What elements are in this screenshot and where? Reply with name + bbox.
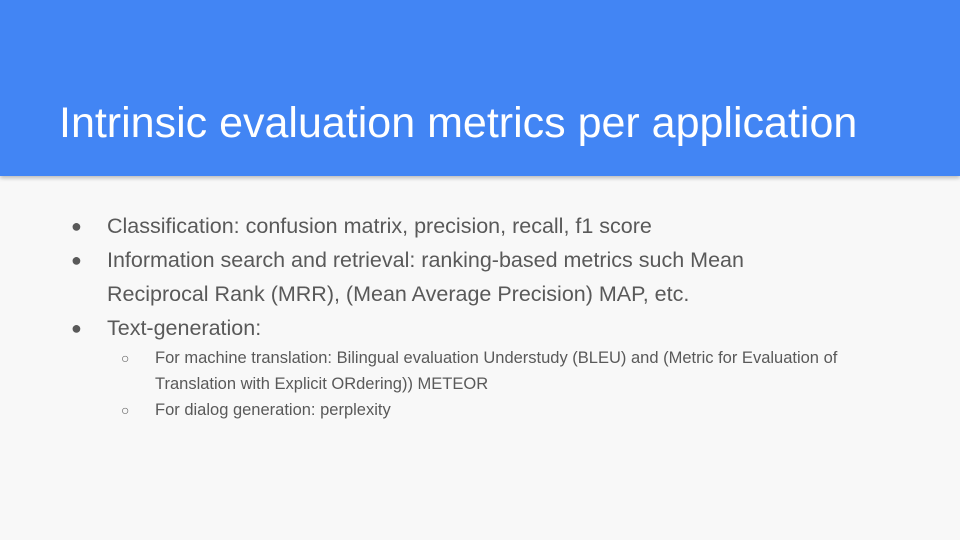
- bullet-circle-icon: ○: [121, 350, 130, 366]
- bullet-list: ● Classification: confusion matrix, prec…: [0, 209, 960, 423]
- bullet-text: Text-generation:: [107, 316, 262, 340]
- title-band: Intrinsic evaluation metrics per applica…: [0, 0, 960, 176]
- sub-bullet-text: For dialog generation: perplexity: [155, 401, 391, 419]
- bullet-dot-icon: ●: [71, 216, 82, 236]
- bullet-circle-icon: ○: [121, 402, 130, 418]
- bullet-item: ● Text-generation:: [0, 311, 960, 345]
- sub-bullet-item: ○ For dialog generation: perplexity: [0, 397, 960, 423]
- bullet-dot-icon: ●: [71, 250, 82, 270]
- bullet-dot-icon: ●: [71, 318, 82, 338]
- bullet-text: Classification: confusion matrix, precis…: [107, 214, 652, 238]
- bullet-text: Information search and retrieval: rankin…: [107, 248, 744, 306]
- bullet-item: ● Information search and retrieval: rank…: [0, 243, 960, 311]
- slide-title: Intrinsic evaluation metrics per applica…: [59, 99, 858, 147]
- bullet-item: ● Classification: confusion matrix, prec…: [0, 209, 960, 243]
- sub-bullet-text: For machine translation: Bilingual evalu…: [155, 349, 838, 393]
- sub-bullet-item: ○ For machine translation: Bilingual eva…: [0, 345, 960, 397]
